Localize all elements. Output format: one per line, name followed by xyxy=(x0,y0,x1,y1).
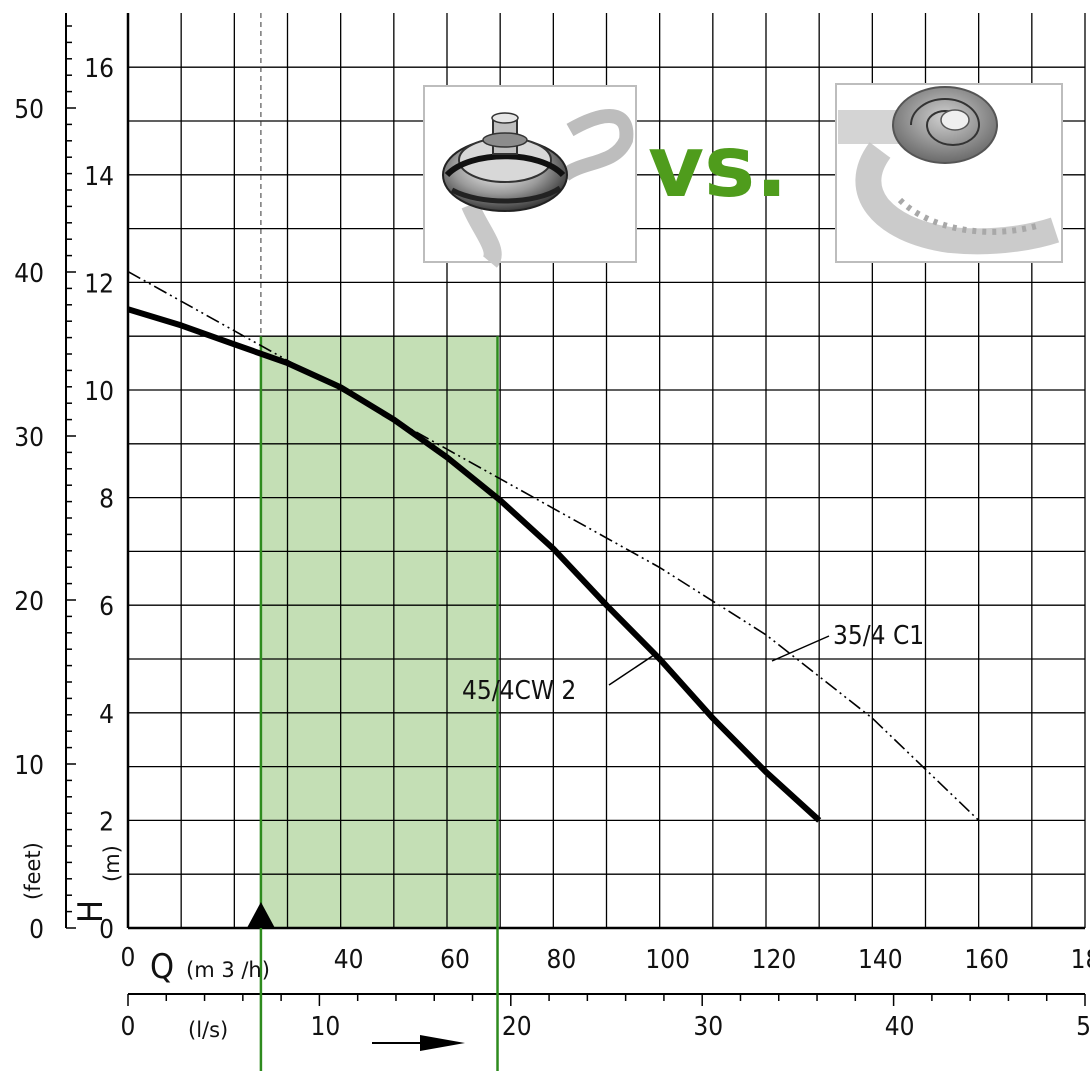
x-tick-label-ls: 50 xyxy=(1076,1012,1090,1042)
y-tick-label-feet: 50 xyxy=(14,95,44,125)
x-axis-title: Q xyxy=(150,947,174,987)
vortex-impeller-image xyxy=(835,83,1063,263)
series-label-35-4-c1: 35/4 C1 xyxy=(833,621,924,651)
y-tick-label-feet: 10 xyxy=(14,751,44,781)
x-tick-label-m3h: 0 xyxy=(121,943,136,973)
x-tick-label-m3h: 140 xyxy=(858,945,903,975)
y-tick-label-feet: 20 xyxy=(14,587,44,617)
channel-impeller-image xyxy=(423,85,637,268)
y-axis-unit: (m) xyxy=(100,845,124,882)
x-tick-label-ls: 10 xyxy=(311,1012,341,1042)
series-leader-45-4cw-2 xyxy=(608,654,655,686)
y-tick-label-feet: 40 xyxy=(14,259,44,289)
y-tick-label-feet: 0 xyxy=(29,915,44,945)
pump-curves xyxy=(127,270,980,823)
y-tick-label-m: 0 xyxy=(99,915,114,945)
y-axis-secondary-unit: (feet) xyxy=(21,842,45,900)
x-tick-label-m3h: 120 xyxy=(752,945,797,975)
x-tick-label-ls: 20 xyxy=(502,1012,532,1042)
arrow-right-icon xyxy=(372,1035,465,1051)
duty-point-marker xyxy=(246,902,275,928)
y-tick-label-m: 6 xyxy=(99,592,114,622)
series-line-35-4-c1 xyxy=(127,270,980,821)
y-tick-label-m: 10 xyxy=(84,377,114,407)
y-tick-label-m: 16 xyxy=(84,54,114,84)
chart-axes xyxy=(65,13,1086,1006)
x-tick-label-m3h: 40 xyxy=(334,945,364,975)
y-tick-label-m: 2 xyxy=(99,807,114,837)
vs-label: vs. xyxy=(648,117,788,217)
x-tick-label-ls: 30 xyxy=(693,1012,723,1042)
x-tick-label-m3h: 80 xyxy=(546,945,576,975)
series-leader-35-4-c1 xyxy=(771,635,830,662)
x-axis-unit: (m 3 /h) xyxy=(186,958,270,982)
y-tick-label-m: 8 xyxy=(99,485,114,515)
x-tick-label-m3h: 100 xyxy=(645,945,690,975)
x-tick-label-ls: 0 xyxy=(121,1012,136,1042)
x-tick-label-m3h: 180 xyxy=(1071,945,1090,975)
y-tick-label-m: 14 xyxy=(84,162,114,192)
y-axis-title: H xyxy=(71,900,111,923)
x-tick-label-m3h: 60 xyxy=(440,945,470,975)
series-line-45-4cw-2 xyxy=(127,306,822,823)
x-tick-label-m3h: 160 xyxy=(964,945,1009,975)
y-tick-label-feet: 30 xyxy=(14,423,44,453)
series-label-45-4cw-2: 45/4CW 2 xyxy=(462,676,576,706)
x-tick-label-ls: 40 xyxy=(885,1012,915,1042)
x-axis-secondary-unit: (l/s) xyxy=(188,1018,228,1042)
operating-range-band xyxy=(260,336,498,928)
y-tick-label-m: 12 xyxy=(84,269,114,299)
y-tick-label-m: 4 xyxy=(99,700,114,730)
